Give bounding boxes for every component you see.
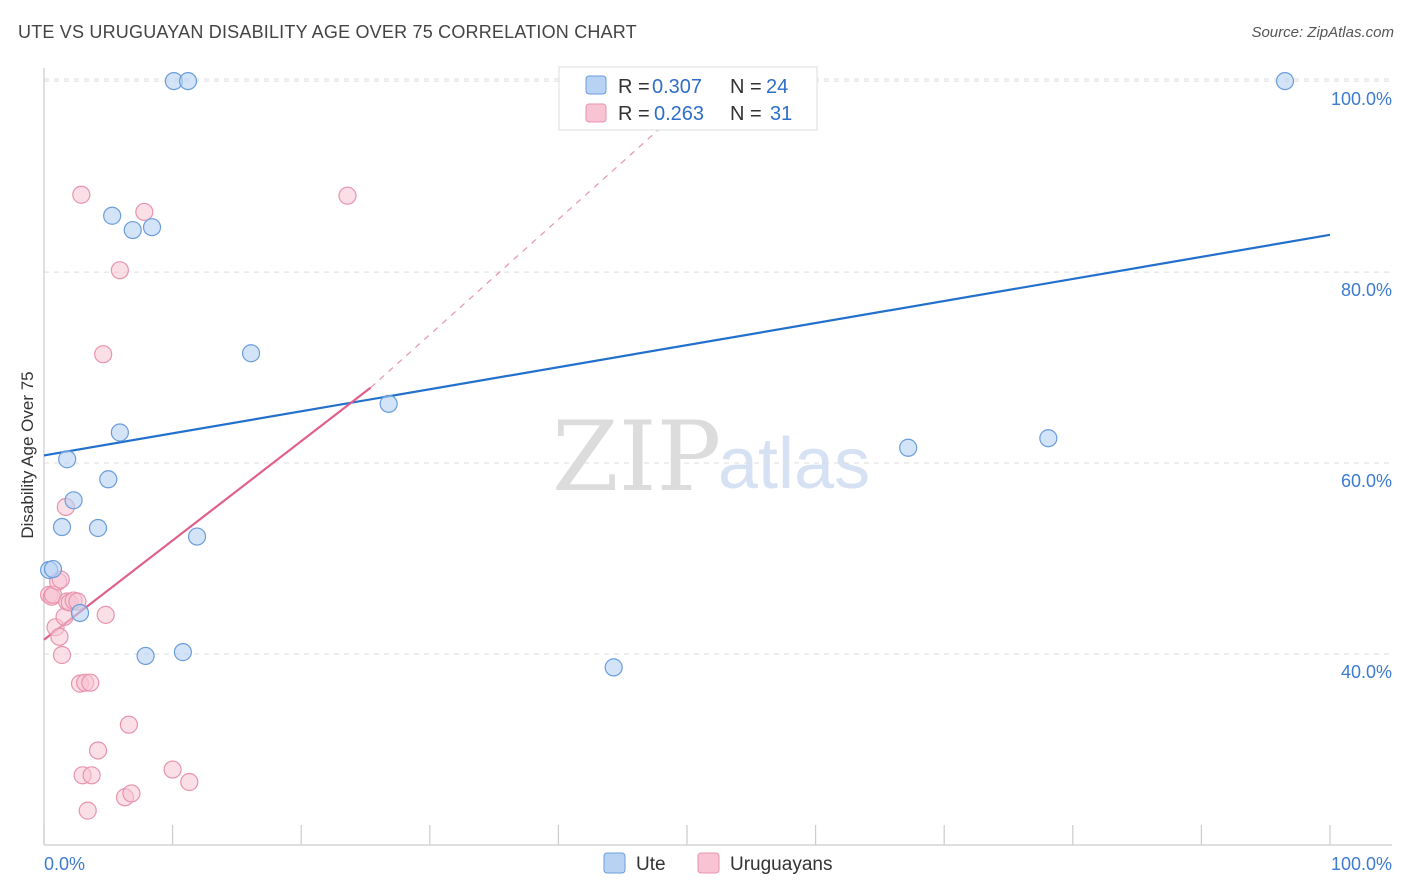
ute-point [70, 603, 90, 623]
uruguayans-point [119, 715, 138, 734]
trend-lines [43, 80, 1331, 641]
ute-point [1275, 71, 1295, 91]
ute-point [43, 559, 63, 579]
bottom-legend-uru-label: Uruguayans [730, 854, 832, 875]
legend-ute-swatch [585, 75, 607, 95]
uruguayans-point [163, 760, 182, 779]
y-tick-labels: 40.0% 60.0% 80.0% 100.0% [1331, 89, 1392, 682]
uruguayans-point [81, 673, 100, 692]
chart-title: UTE VS URUGUAYAN DISABILITY AGE OVER 75 … [18, 22, 637, 42]
ute-trend-line [43, 233, 1331, 457]
ute-point [88, 518, 108, 538]
axes [43, 68, 1392, 846]
uruguayans-point [180, 772, 199, 792]
bottom-legend-ute-swatch [603, 852, 626, 874]
x-tick-label-min: 0.0% [44, 854, 85, 874]
uruguayans-point [135, 202, 154, 222]
x-tick-labels: 0.0% 100.0% [44, 854, 1392, 874]
uruguayans-point [82, 766, 101, 785]
legend-ute-n-label: N = [730, 76, 762, 98]
x-tick-label-max: 100.0% [1331, 854, 1392, 874]
legend-ute-n-value: 24 [766, 76, 788, 98]
uruguayans-point [94, 345, 113, 364]
uruguayans-point [72, 185, 91, 204]
bottom-legend-uru-swatch [697, 852, 720, 874]
watermark-zip: ZIP [552, 401, 721, 513]
y-tick-label: 100.0% [1331, 89, 1392, 109]
uruguayans-point [78, 801, 97, 820]
y-axis-label: Disability Age Over 75 [18, 371, 37, 538]
ute-point [58, 450, 77, 469]
ute-points [40, 71, 1295, 677]
uruguayans-trend-line [43, 386, 372, 641]
ute-point [110, 423, 129, 442]
uruguayans-points [40, 185, 357, 820]
series-legend: Ute Uruguayans [603, 852, 832, 875]
ute-point [64, 491, 83, 510]
ute-point [899, 438, 918, 457]
legend-ute-r-value: 0.307 [652, 76, 702, 98]
ute-point [103, 206, 122, 225]
uruguayans-point [122, 784, 141, 803]
y-tick-label: 60.0% [1341, 471, 1392, 491]
ute-point [99, 470, 118, 489]
uruguayans-point [52, 645, 72, 665]
legend-uru-n-label: N = [730, 103, 762, 125]
uruguayans-point [96, 605, 115, 624]
legend-ute-r-label: R = [618, 76, 650, 98]
bottom-legend-ute-label: Ute [636, 854, 666, 875]
uruguayans-point [88, 741, 108, 760]
legend-uru-swatch [585, 103, 607, 123]
watermark: ZIP atlas [552, 401, 870, 513]
uruguayans-point [338, 186, 357, 205]
legend-uru-r-value: 0.263 [654, 103, 704, 125]
uruguayans-point [50, 627, 69, 646]
uruguayans-point [110, 261, 129, 280]
watermark-atlas: atlas [718, 424, 870, 504]
ute-point [187, 527, 207, 546]
chart-source: Source: ZipAtlas.com [1251, 24, 1394, 41]
ute-point [52, 517, 72, 537]
correlation-legend: R = 0.307 N = 24 R = 0.263 N = 31 [558, 66, 818, 131]
ute-point [123, 220, 142, 240]
y-tick-label: 40.0% [1341, 662, 1392, 682]
ute-point [178, 71, 198, 91]
gridlines [44, 78, 1392, 655]
ute-point [1039, 429, 1058, 448]
ute-point [604, 658, 623, 677]
ute-point [173, 643, 192, 662]
y-tick-label: 80.0% [1341, 280, 1392, 300]
ute-point [379, 394, 398, 413]
ute-point [136, 646, 155, 666]
legend-uru-n-value: 31 [770, 103, 792, 125]
ute-point [241, 344, 261, 363]
uruguayans-trend-extension [370, 80, 714, 389]
legend-uru-r-label: R = [618, 103, 650, 125]
ute-point [142, 218, 162, 237]
